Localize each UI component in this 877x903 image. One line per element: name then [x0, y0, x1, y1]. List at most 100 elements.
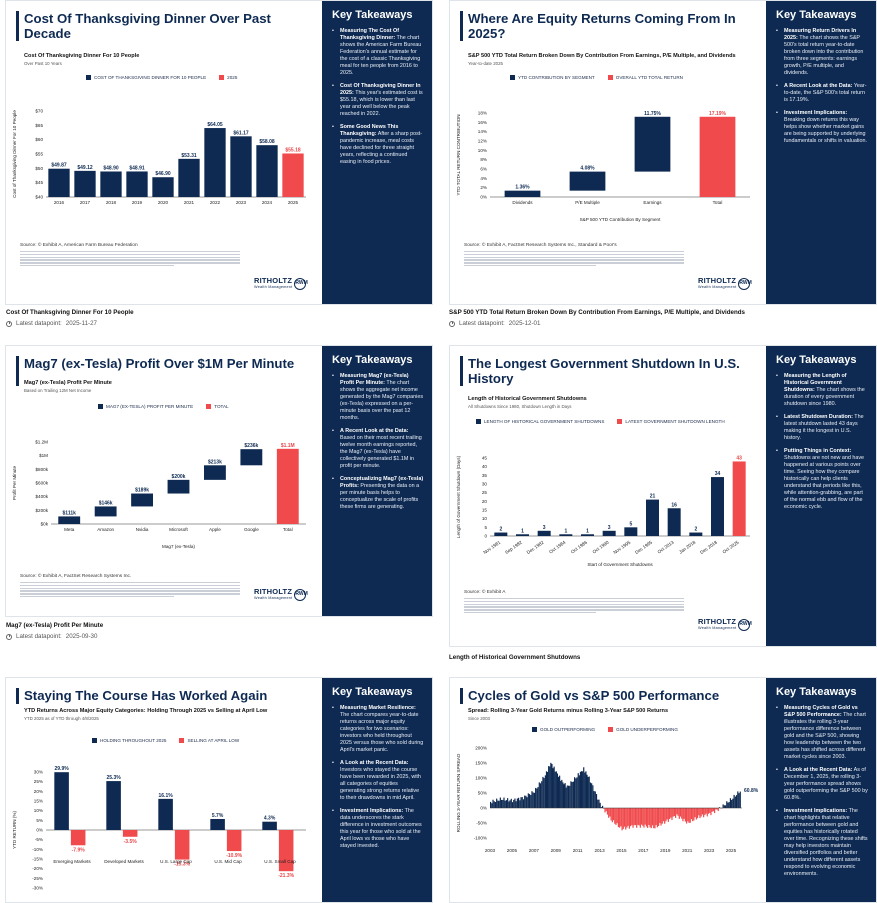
data-label: $111k: [63, 510, 77, 516]
card-caption[interactable]: Length of Historical Government Shutdown…: [449, 654, 580, 661]
area-slice: [528, 793, 529, 808]
area-slice: [604, 808, 605, 812]
chart-card-mag7[interactable]: Mag7 (ex-Tesla) Profit Over $1M Per Minu…: [5, 345, 433, 617]
y-tick-label: 10%: [478, 148, 487, 153]
area-slice: [699, 808, 700, 818]
data-label: 5: [629, 521, 632, 527]
data-label: -3.5%: [124, 839, 138, 845]
card-title: The Longest Government Shutdown In U.S. …: [468, 356, 748, 386]
data-label: $49.12: [77, 165, 93, 171]
area-slice: [496, 799, 497, 808]
bar: [152, 177, 173, 197]
data-label: $189k: [135, 488, 149, 494]
title-accent: [16, 356, 19, 386]
area-slice: [681, 808, 682, 819]
card-subtitle: Length of Historical Government Shutdown…: [468, 396, 587, 402]
y-tick-label: -5%: [35, 837, 43, 842]
area-slice: [570, 781, 571, 808]
y-tick-label: 5: [484, 525, 487, 530]
card-title: Where Are Equity Returns Coming From In …: [468, 11, 763, 41]
y-tick-label: $55: [35, 152, 43, 157]
area-slice: [639, 808, 640, 825]
card-caption[interactable]: S&P 500 YTD Total Return Broken Down By …: [449, 309, 745, 316]
area-slice: [492, 800, 493, 808]
area-slice: [703, 808, 704, 817]
y-tick-label: $600k: [35, 481, 48, 486]
area-slice: [730, 798, 731, 808]
bar: [230, 136, 251, 197]
area-slice: [514, 799, 515, 808]
data-label: 1: [564, 528, 567, 534]
area-slice: [705, 808, 706, 814]
area-slice: [718, 808, 719, 811]
chart-card-staying-course[interactable]: Staying The Course Has Worked Again YTD …: [5, 677, 433, 903]
data-label: 1.36%: [515, 185, 530, 191]
area-slice: [645, 808, 646, 825]
card-subtitle: Cost Of Thanksgiving Dinner For 10 Peopl…: [24, 53, 139, 59]
bar: [635, 117, 671, 172]
area-slice: [574, 777, 575, 808]
area-chart: -100%-50%0%50%100%150%200%ROLLING 3-YEAR…: [450, 738, 766, 878]
area-slice: [652, 808, 653, 825]
data-label: 11.75%: [644, 111, 661, 117]
data-label: 17.19%: [709, 111, 727, 117]
grouped-bar-chart: -30%-25%-20%-15%-10%-5%0%5%10%15%20%25%3…: [6, 762, 322, 902]
takeaway-item: A Recent Look at the Data: Based on thei…: [332, 428, 424, 470]
area-slice: [630, 808, 631, 826]
y-tick-label: 10: [482, 516, 488, 521]
chart-card-gold-vs-sp500[interactable]: Cycles of Gold vs S&P 500 Performance Sp…: [449, 677, 877, 903]
chart-card-shutdown[interactable]: The Longest Government Shutdown In U.S. …: [449, 345, 877, 647]
card-note: Over Past 10 Years: [24, 61, 62, 66]
area-slice: [632, 808, 633, 828]
area-slice: [569, 786, 570, 808]
card-caption[interactable]: Cost Of Thanksgiving Dinner For 10 Peopl…: [6, 309, 134, 316]
area-slice: [714, 808, 715, 813]
bar: [227, 830, 242, 851]
area-slice: [611, 808, 612, 820]
area-slice: [544, 778, 545, 808]
area-slice: [646, 808, 647, 826]
legend-label: GOLD UNDERPERFORMING: [616, 727, 678, 732]
disclaimer-text: [464, 598, 684, 620]
area-slice: [648, 808, 649, 825]
area-slice: [507, 798, 508, 808]
area-slice: [592, 785, 593, 808]
takeaways-title: Key Takeaways: [776, 686, 868, 698]
area-slice: [566, 788, 567, 808]
area-slice: [534, 793, 535, 808]
y-tick-label: 100%: [475, 776, 487, 781]
area-slice: [516, 801, 517, 808]
card-caption[interactable]: Mag7 (ex-Tesla) Profit Per Minute: [6, 622, 103, 629]
area-slice: [598, 800, 599, 808]
card-title: Staying The Course Has Worked Again: [24, 688, 324, 703]
takeaway-item: Measuring Mag7 (ex-Tesla) Profit Per Min…: [332, 373, 424, 422]
bar: [100, 171, 121, 197]
card-subtitle: YTD Returns Across Major Equity Categori…: [24, 708, 324, 714]
legend-swatch-navy: [98, 404, 103, 409]
takeaway-item: A Look at the Recent Data: As of Decembe…: [776, 767, 868, 802]
area-slice: [668, 808, 669, 822]
bar: [106, 781, 121, 830]
y-tick-label: $1M: [39, 453, 48, 458]
y-tick-label: 15%: [34, 799, 43, 804]
chart-card-thanksgiving[interactable]: Cost Of Thanksgiving Dinner Over Past De…: [5, 0, 433, 305]
chart-card-equity-returns[interactable]: Where Are Equity Returns Coming From In …: [449, 0, 877, 305]
bar: [603, 531, 616, 536]
area-slice: [670, 808, 671, 818]
data-label: 4.08%: [580, 166, 595, 172]
data-label: 16: [671, 502, 677, 508]
clock-icon: [6, 321, 12, 327]
area-slice: [589, 777, 590, 808]
area-slice: [663, 808, 664, 821]
area-slice: [578, 773, 579, 808]
bar: [262, 822, 277, 830]
area-slice: [541, 781, 542, 808]
area-slice: [697, 808, 698, 818]
bar: [570, 172, 606, 191]
area-slice: [686, 808, 687, 824]
area-slice: [524, 796, 525, 808]
legend-label: HOLDING THROUGHOUT 2025: [100, 738, 166, 743]
area-slice: [680, 808, 681, 817]
takeaway-item: Cost Of Thanksgiving Dinner In 2025: Thi…: [332, 83, 424, 118]
